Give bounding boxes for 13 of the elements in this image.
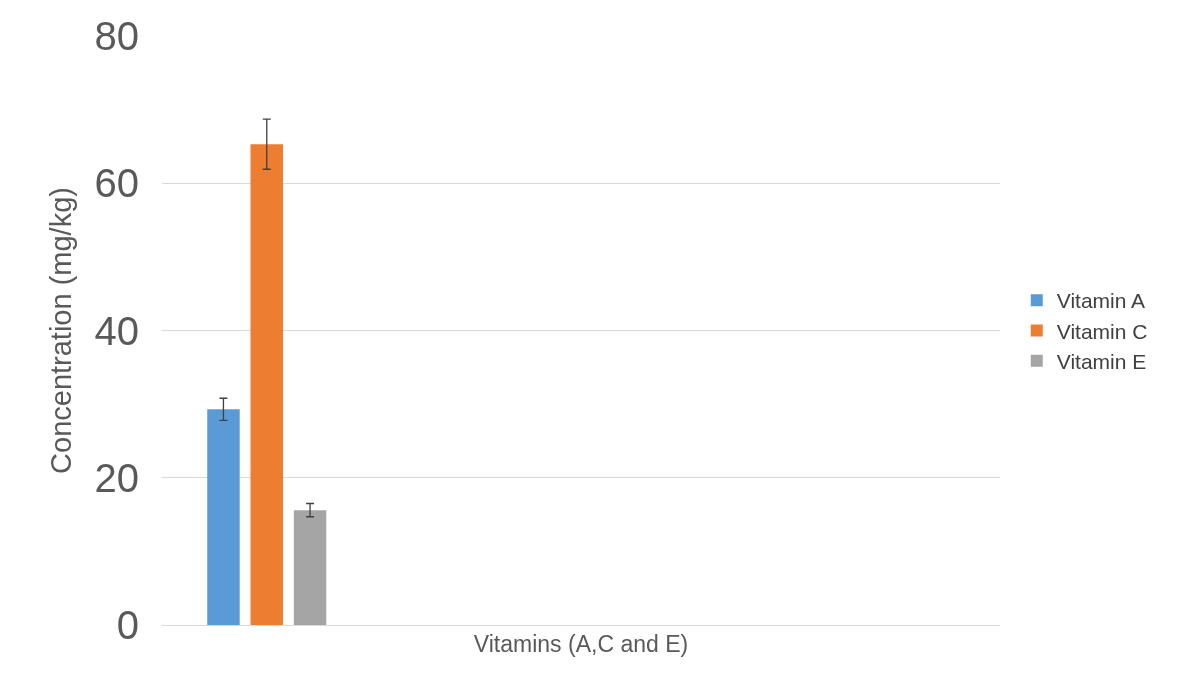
y-tick-label: 80 (94, 14, 139, 58)
y-tick-label: 0 (116, 603, 139, 647)
x-axis-title: Vitamins (A,C and E) (473, 630, 689, 657)
legend-label: Vitamin C (1056, 319, 1148, 343)
bar (250, 144, 283, 625)
bar (293, 510, 327, 625)
y-axis-title: Concentration (mg/kg) (44, 187, 77, 474)
legend-label: Vitamin E (1056, 349, 1147, 373)
legend-label: Vitamin A (1056, 289, 1146, 313)
y-tick-label: 20 (94, 455, 139, 500)
y-tick-label: 60 (94, 161, 139, 206)
y-tick-label: 40 (94, 308, 139, 353)
bar (207, 409, 240, 625)
